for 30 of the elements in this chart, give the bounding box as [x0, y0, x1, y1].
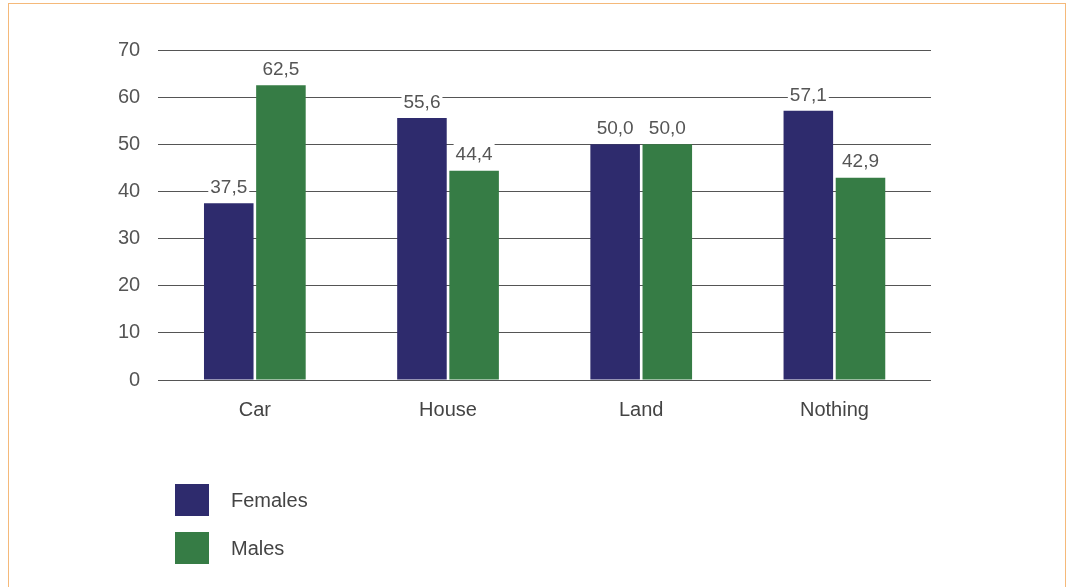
y-tick-label: 40 — [118, 178, 141, 201]
bar — [397, 117, 447, 380]
bar — [256, 85, 306, 380]
data-label: 57,1 — [789, 83, 827, 105]
y-tick-label: 0 — [129, 367, 141, 390]
bar — [203, 203, 254, 380]
y-tick-label: 30 — [118, 226, 141, 249]
data-label: 44,4 — [455, 143, 494, 165]
x-tick-label: House — [419, 397, 477, 420]
legend-label: Males — [231, 536, 285, 560]
legend-label: Females — [231, 488, 308, 512]
bar — [642, 144, 693, 380]
data-label: 50,0 — [648, 117, 686, 139]
bar — [590, 144, 640, 380]
data-label: 62,5 — [262, 58, 300, 80]
y-tick-label: 10 — [118, 320, 141, 343]
data-label: 50,0 — [596, 117, 634, 139]
y-tick-label: 70 — [118, 37, 141, 60]
bar — [835, 177, 886, 380]
data-label: 37,5 — [210, 175, 248, 197]
y-tick-label: 20 — [118, 273, 141, 296]
x-tick-label: Car — [238, 397, 272, 420]
y-tick-label: 50 — [118, 131, 141, 154]
y-tick-label: 60 — [118, 84, 141, 107]
x-tick-label: Land — [618, 397, 664, 420]
bar — [449, 170, 499, 380]
bar — [783, 110, 834, 380]
data-label: 55,6 — [403, 90, 441, 112]
x-tick-label: Nothing — [799, 397, 869, 420]
data-label: 42,9 — [841, 150, 879, 172]
